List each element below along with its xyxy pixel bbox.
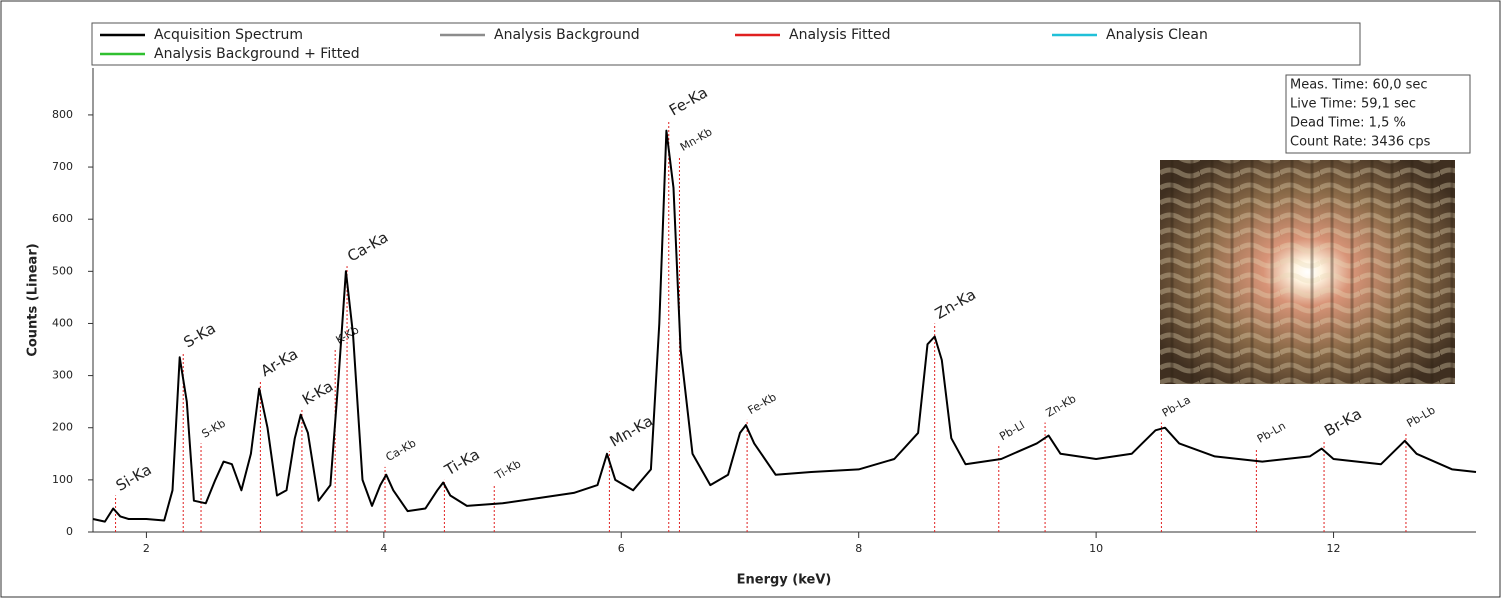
y-tick-label: 600	[52, 212, 73, 225]
legend-label: Acquisition Spectrum	[154, 27, 303, 43]
legend-label: Analysis Fitted	[789, 27, 891, 43]
x-tick-label: 10	[1089, 542, 1103, 555]
y-tick-label: 500	[52, 264, 73, 277]
y-tick-label: 400	[52, 316, 73, 329]
sample-photo	[1160, 160, 1455, 384]
legend-items: Acquisition Spectrum Analysis Background A…	[100, 27, 1208, 62]
y-tick-label: 800	[52, 108, 73, 121]
info-line: Count Rate: 3436 cps	[1290, 135, 1431, 150]
x-tick-label: 8	[855, 542, 862, 555]
y-tick-label: 0	[66, 525, 73, 538]
info-line: Meas. Time: 60,0 sec	[1290, 78, 1428, 93]
y-tick-label: 100	[52, 473, 73, 486]
x-tick-label: 4	[380, 542, 387, 555]
spectrum-line	[92, 129, 1477, 523]
y-tick-label: 700	[52, 160, 73, 173]
legend-label: Analysis Background + Fitted	[154, 46, 360, 62]
x-tick-label: 6	[618, 542, 625, 555]
info-line: Dead Time: 1,5 %	[1290, 116, 1406, 131]
legend-label: Analysis Clean	[1106, 27, 1208, 43]
y-axis-title: Counts (Linear)	[26, 243, 41, 356]
x-tick-label: 12	[1327, 542, 1341, 555]
info-line: Live Time: 59,1 sec	[1290, 97, 1416, 112]
x-axis-title: Energy (keV)	[737, 573, 832, 588]
y-tick-label: 200	[52, 421, 73, 434]
legend-label: Analysis Background	[494, 27, 640, 43]
info-box	[1285, 74, 1471, 154]
y-tick-label: 300	[52, 369, 73, 382]
photo-texture	[1160, 160, 1455, 384]
legend	[91, 22, 1361, 66]
x-tick-label: 2	[143, 542, 150, 555]
